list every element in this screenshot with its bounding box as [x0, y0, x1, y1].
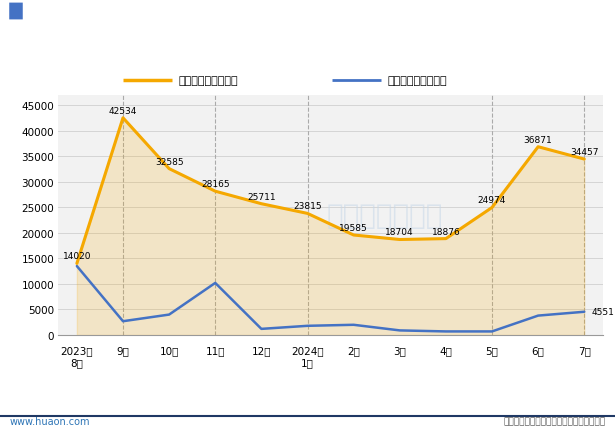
Text: 32585: 32585 [155, 157, 183, 166]
Text: 资料来源：中国海关，华经产业研究院整理: 资料来源：中国海关，华经产业研究院整理 [504, 417, 606, 426]
Text: 19585: 19585 [339, 223, 368, 232]
Text: 2月: 2月 [347, 345, 360, 356]
Text: 12月: 12月 [252, 345, 271, 356]
Text: 出口总额（千美元）: 出口总额（千美元） [178, 76, 238, 86]
Text: 9月: 9月 [117, 345, 129, 356]
Text: 7月: 7月 [578, 345, 590, 356]
Text: 10月: 10月 [159, 345, 179, 356]
Text: 23815: 23815 [293, 202, 322, 211]
Text: 2024年
1月: 2024年 1月 [291, 345, 324, 367]
Text: 2023-2024年珠海横琴新区（境内目的地/货源地）进、出口额: 2023-2024年珠海横琴新区（境内目的地/货源地）进、出口额 [159, 37, 456, 52]
Text: 6月: 6月 [532, 345, 544, 356]
Text: 4月: 4月 [440, 345, 452, 356]
Text: 5月: 5月 [486, 345, 498, 356]
Text: 24974: 24974 [478, 196, 506, 205]
Text: 进口总额（千美元）: 进口总额（千美元） [387, 76, 447, 86]
Text: 42534: 42534 [109, 106, 137, 115]
Text: 华经情报网: 华经情报网 [31, 7, 62, 17]
Text: 华经产业研究院: 华经产业研究院 [327, 201, 443, 230]
Text: 28165: 28165 [201, 180, 229, 189]
Text: 25711: 25711 [247, 192, 276, 201]
Text: 34457: 34457 [570, 148, 598, 157]
Text: 2023年
8月: 2023年 8月 [60, 345, 93, 367]
FancyBboxPatch shape [9, 3, 23, 20]
Text: 18876: 18876 [432, 227, 460, 236]
Text: 36871: 36871 [524, 135, 552, 144]
Text: 14020: 14020 [63, 252, 91, 261]
Text: www.huaon.com: www.huaon.com [9, 416, 90, 426]
Text: 4551: 4551 [591, 308, 614, 317]
Text: 3月: 3月 [394, 345, 406, 356]
Text: 专业严谨 ● 客观科学: 专业严谨 ● 客观科学 [535, 7, 597, 17]
Text: 18704: 18704 [386, 228, 414, 237]
Text: 11月: 11月 [205, 345, 225, 356]
